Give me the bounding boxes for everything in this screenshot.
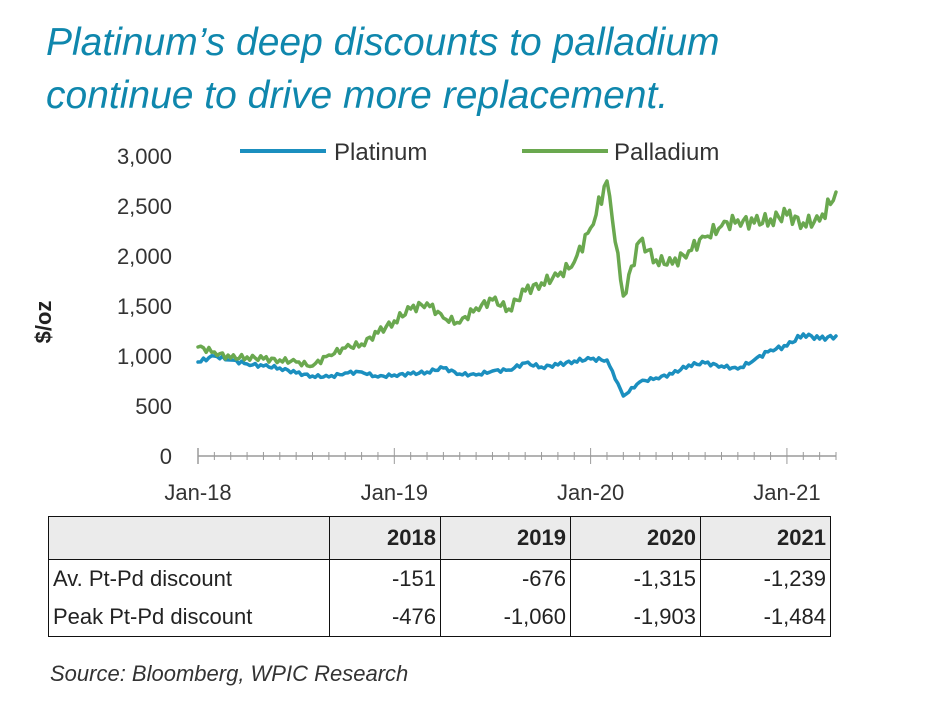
- y-tick-label: 1,500: [117, 294, 172, 319]
- discount-table: 2018 2019 2020 2021 Av. Pt-Pd discount -…: [48, 516, 831, 637]
- y-tick-label: 2,000: [117, 244, 172, 269]
- table-row: Peak Pt-Pd discount -476 -1,060 -1,903 -…: [48, 598, 831, 637]
- table-cell: -1,484: [700, 598, 831, 637]
- table-header-2021: 2021: [700, 516, 831, 560]
- table-cell: -1,239: [700, 559, 831, 598]
- y-tick-label: 3,000: [117, 144, 172, 169]
- row-label-average: Av. Pt-Pd discount: [48, 559, 330, 598]
- x-tick-label: Jan-19: [361, 480, 428, 505]
- x-tick-label: Jan-21: [753, 480, 820, 505]
- legend-label-palladium: Palladium: [614, 139, 719, 166]
- table-header-2019: 2019: [440, 516, 571, 560]
- source-note: Source: Bloomberg, WPIC Research: [50, 661, 409, 686]
- table-cell: -1,060: [440, 598, 571, 637]
- table-cell: -476: [329, 598, 441, 637]
- y-tick-label: 0: [160, 444, 172, 469]
- x-axis: Jan-18 Jan-19 Jan-20 Jan-21: [164, 448, 837, 505]
- series-line-platinum: [196, 332, 838, 398]
- table-row: Av. Pt-Pd discount -151 -676 -1,315 -1,2…: [48, 559, 831, 598]
- table-cell: -1,315: [570, 559, 701, 598]
- table-cell: -1,903: [570, 598, 701, 637]
- table-cell: -151: [329, 559, 441, 598]
- series-lines: [196, 179, 838, 398]
- series-line-palladium: [196, 179, 838, 369]
- title-line-2: continue to drive more replacement.: [46, 74, 669, 117]
- y-axis-label: $/oz: [31, 300, 56, 344]
- table-cell: -676: [440, 559, 571, 598]
- table-header-blank: [48, 516, 330, 560]
- y-tick-label: 2,500: [117, 194, 172, 219]
- y-tick-label: 500: [135, 394, 172, 419]
- table-header-2018: 2018: [329, 516, 441, 560]
- x-tick-label: Jan-20: [557, 480, 624, 505]
- legend-label-platinum: Platinum: [334, 139, 427, 166]
- chart-title: Platinum’s deep discounts to palladium c…: [46, 16, 916, 122]
- y-axis: 0 500 1,000 1,500 2,000 2,500 3,000: [117, 144, 172, 469]
- x-tick-label: Jan-18: [164, 480, 231, 505]
- table-header-row: 2018 2019 2020 2021: [48, 516, 831, 560]
- table-header-2020: 2020: [570, 516, 701, 560]
- title-line-1: Platinum’s deep discounts to palladium: [46, 21, 720, 64]
- legend: Platinum Palladium: [240, 139, 719, 166]
- row-label-peak: Peak Pt-Pd discount: [48, 598, 330, 637]
- y-tick-label: 1,000: [117, 344, 172, 369]
